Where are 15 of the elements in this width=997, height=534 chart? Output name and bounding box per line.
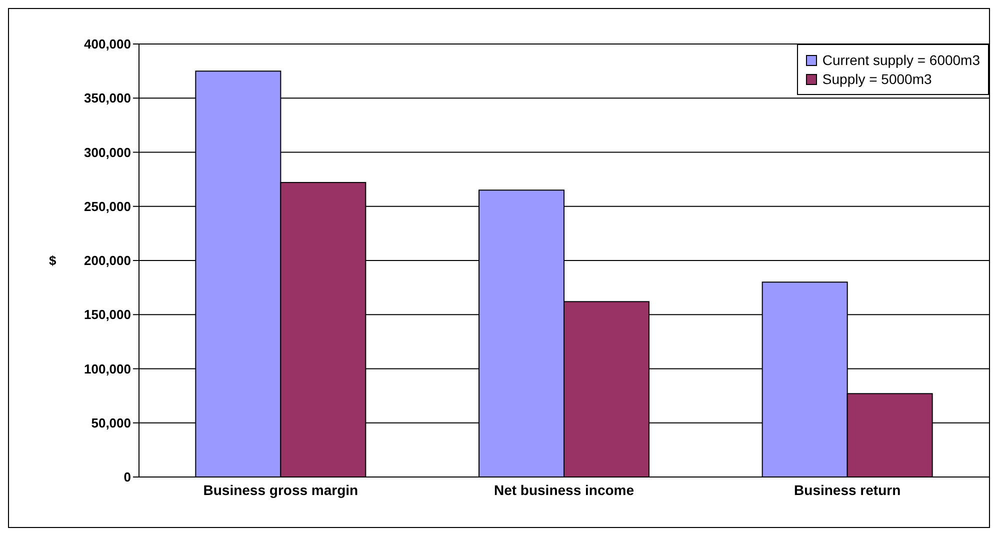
y-tick-label: 300,000 — [84, 144, 131, 160]
y-tick-label: 150,000 — [84, 307, 131, 322]
y-tick-label: 50,000 — [91, 415, 131, 430]
y-tick-label: 0 — [124, 470, 131, 485]
y-tick-label: 200,000 — [84, 253, 131, 268]
y-tick-label: 100,000 — [84, 361, 131, 376]
y-axis-title: $ — [49, 253, 57, 268]
x-tick-label: Business gross margin — [203, 482, 358, 498]
y-tick-label: 350,000 — [84, 90, 131, 106]
legend-label: Current supply = 6000m3 — [822, 52, 980, 68]
x-tick-label: Net business income — [494, 482, 634, 498]
x-tick-label: Business return — [794, 482, 901, 498]
y-tick-label: 250,000 — [84, 198, 131, 214]
legend-label: Supply = 5000m3 — [822, 71, 932, 87]
y-tick-label: 400,000 — [84, 36, 131, 52]
